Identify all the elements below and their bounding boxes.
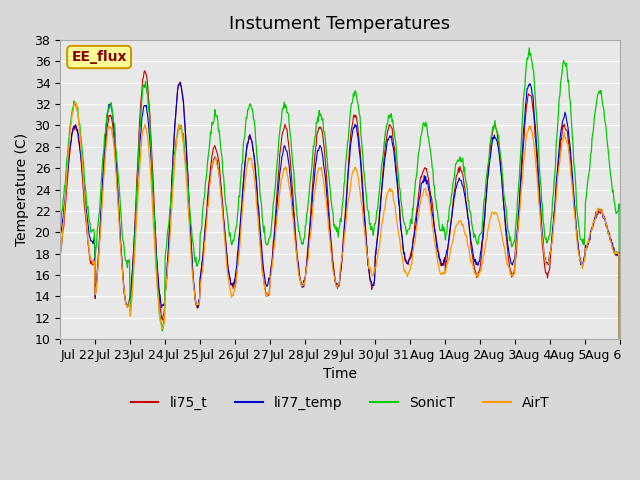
li75_t [56,251,64,257]
Title: Instument Temperatures: Instument Temperatures [229,15,451,33]
Line: SonicT: SonicT [60,48,620,446]
SonicT [122,258,130,264]
AirT [430,232,438,238]
li75_t [225,274,233,280]
li77_temp [399,237,406,243]
SonicT [429,168,437,173]
SonicT [225,225,232,230]
li77_temp [225,273,233,278]
SonicT [253,145,260,151]
AirT [225,283,233,289]
AirT [616,443,623,448]
SonicT [56,227,64,232]
li75_t [253,192,261,197]
SonicT [525,45,533,51]
AirT [56,252,64,258]
SonicT [274,154,282,159]
AirT [72,100,79,106]
li77_temp [176,80,184,85]
li77_temp [253,188,261,193]
li75_t [275,171,282,177]
X-axis label: Time: Time [323,367,357,381]
li77_temp [430,220,438,226]
Y-axis label: Temperature (C): Temperature (C) [15,133,29,246]
li77_temp [56,231,64,237]
AirT [123,302,131,308]
li75_t [616,443,623,448]
AirT [399,255,406,261]
AirT [253,207,261,213]
li75_t [122,300,130,306]
AirT [275,205,282,211]
Text: EE_flux: EE_flux [71,50,127,64]
li75_t [399,235,406,241]
Legend: li75_t, li77_temp, SonicT, AirT: li75_t, li77_temp, SonicT, AirT [125,391,555,416]
li77_temp [616,444,623,450]
SonicT [616,443,623,449]
SonicT [398,202,406,207]
Line: AirT: AirT [60,103,620,445]
Line: li77_temp: li77_temp [60,83,620,447]
li75_t [141,68,148,73]
li77_temp [275,187,282,192]
Line: li75_t: li75_t [60,71,620,445]
li77_temp [122,300,130,306]
li75_t [430,217,438,223]
